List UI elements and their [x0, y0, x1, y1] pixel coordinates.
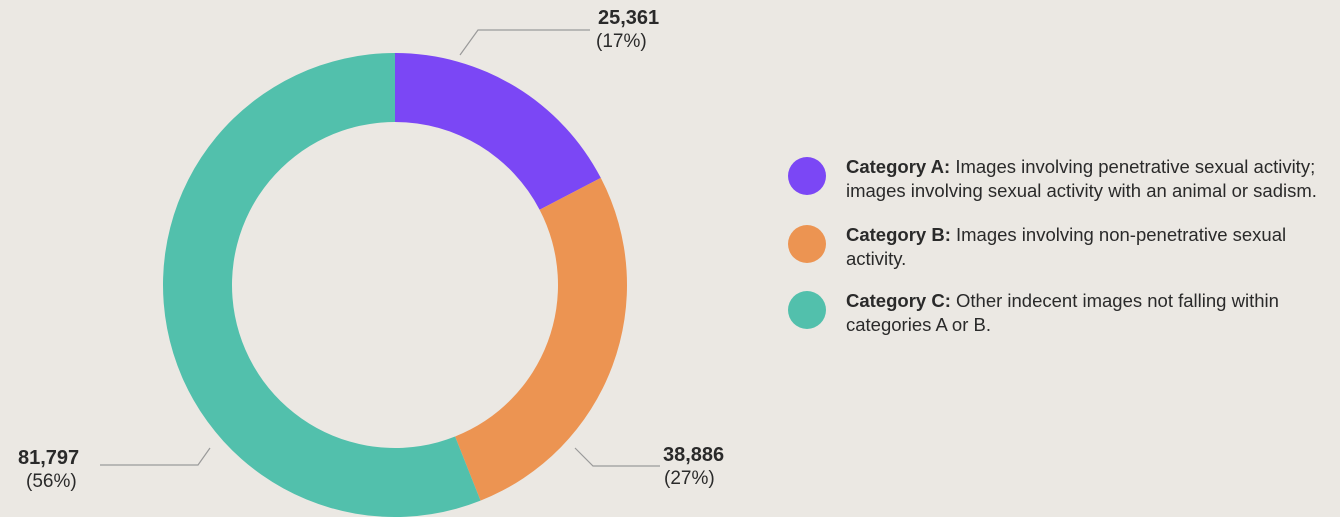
legend: Category A: Images involving penetrative… — [788, 155, 1336, 357]
slice-category-c — [162, 53, 481, 517]
leader-line-category-c — [100, 447, 211, 466]
percent-label-category-b: (27%) — [664, 468, 715, 489]
legend-swatch-category-c — [788, 291, 826, 329]
legend-name-category-c: Category C: — [846, 290, 951, 311]
donut-chart — [100, 29, 660, 517]
legend-name-category-a: Category A: — [846, 156, 951, 177]
value-label-category-a: 25,361 — [598, 7, 660, 29]
legend-name-category-b: Category B: — [846, 224, 951, 245]
value-label-category-b: 38,886 — [663, 444, 725, 466]
legend-swatch-category-a — [788, 157, 826, 195]
value-label-category-c: 81,797 — [18, 447, 80, 469]
percent-label-category-a: (17%) — [596, 31, 647, 52]
leader-line-category-a — [459, 29, 590, 56]
legend-description-category-b: Images involving non-penetrative sexual … — [846, 224, 1287, 269]
legend-description-category-c: Other indecent images not falling within… — [846, 290, 1279, 335]
legend-item-category-b: Category B: Images involving non-penetra… — [788, 223, 1336, 271]
slice-category-b — [455, 177, 627, 501]
legend-item-category-a: Category A: Images involving penetrative… — [788, 155, 1336, 203]
legend-swatch-category-b — [788, 225, 826, 263]
percent-label-category-c: (56%) — [26, 471, 77, 492]
slice-category-a — [395, 53, 601, 210]
legend-item-category-c: Category C: Other indecent images not fa… — [788, 289, 1336, 337]
legend-description-category-a: Images involving penetrative sexual acti… — [846, 156, 1317, 201]
leader-line-category-b — [574, 447, 660, 467]
